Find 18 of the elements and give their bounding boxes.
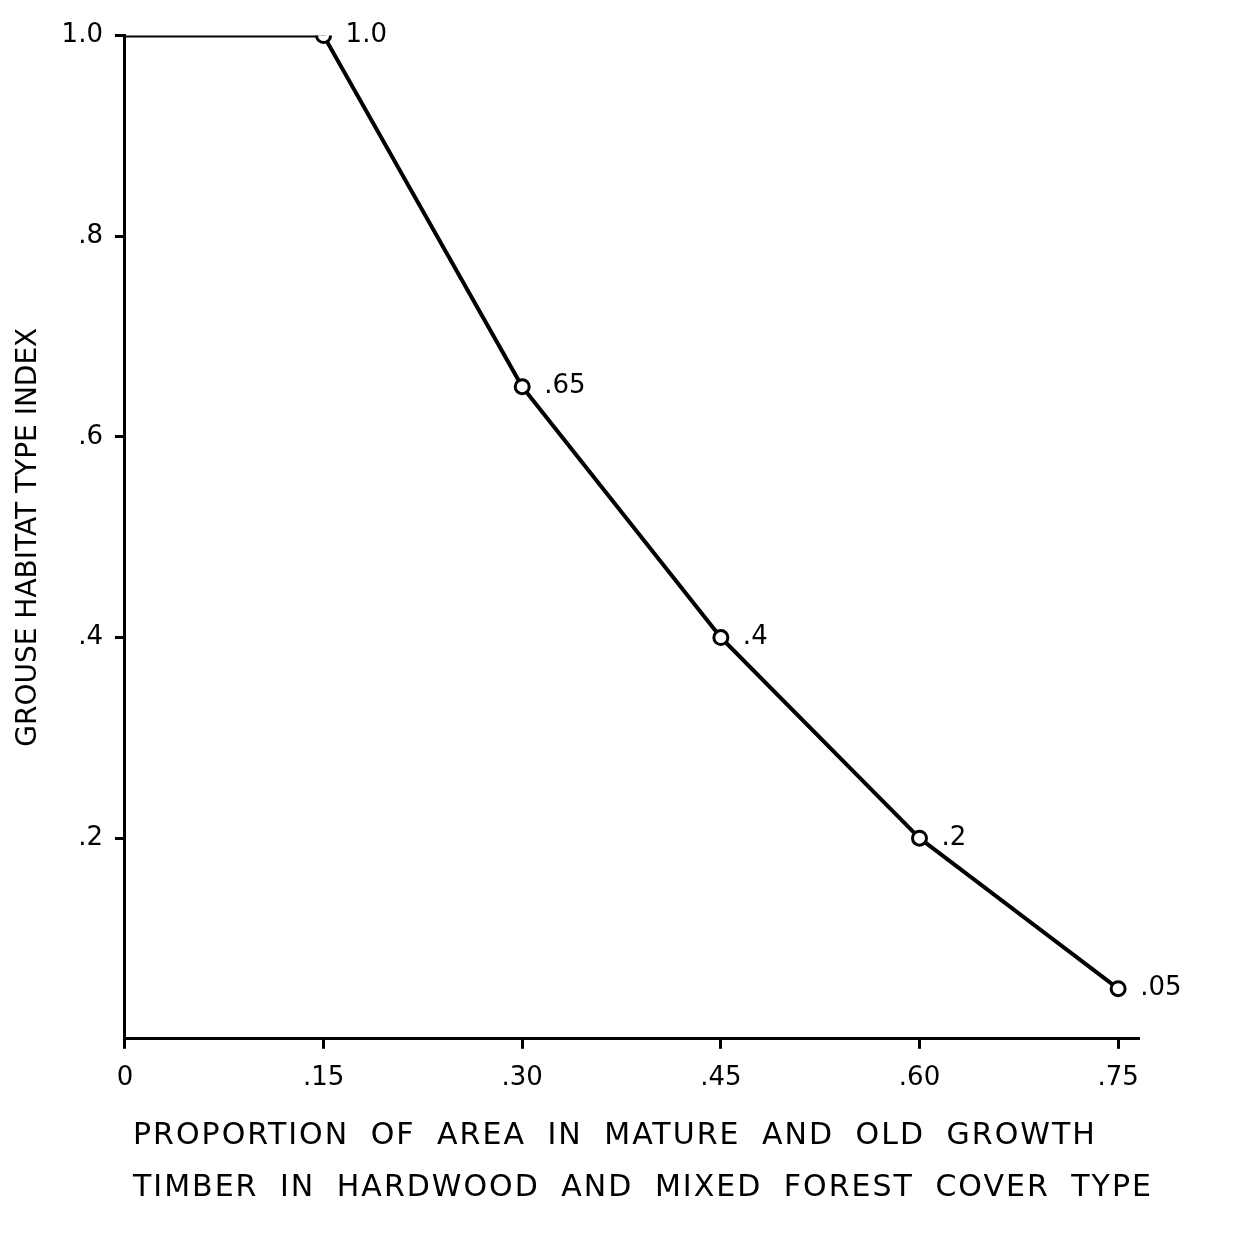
y-tick-label: .4 [78,620,103,651]
y-tick-label: .2 [78,820,103,851]
x-tick-label: .60 [898,1061,941,1092]
y-tick-label: .6 [78,419,103,450]
x-tick-label: 0 [116,1061,134,1092]
data-label: .65 [544,369,586,400]
data-label: .4 [742,620,768,651]
data-label: 1.0 [345,18,387,49]
x-tick-label: .15 [302,1061,345,1092]
x-tick-label: .30 [501,1061,543,1092]
x-tick-label: .45 [700,1061,742,1092]
x-tick-label: .75 [1097,1061,1139,1092]
data-label: .05 [1140,971,1182,1002]
y-tick-label: .8 [78,218,103,249]
y-axis-title: GROUSE HABITAT TYPE INDEX [10,327,44,747]
x-axis-title: PROPORTION OF AREA IN MATURE AND OLD GROWTH TIMBER IN HARDWOOD AND MIXED FOREST COVER TYPE [133,1115,1154,1205]
data-label: .2 [941,820,967,851]
y-tick-label: 1.0 [61,18,103,49]
